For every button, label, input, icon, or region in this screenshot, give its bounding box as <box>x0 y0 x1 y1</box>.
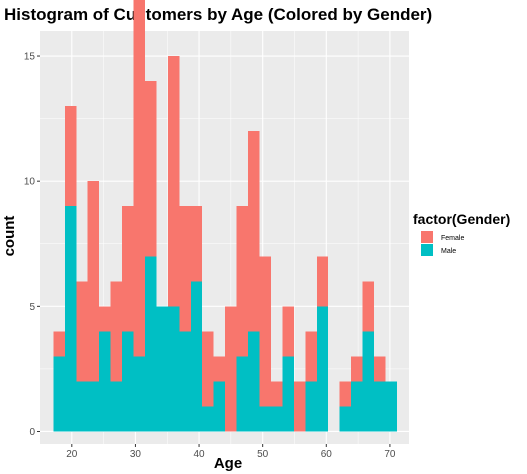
bar-male <box>202 406 214 432</box>
bar-female <box>339 381 352 407</box>
x-axis-ticks: 20 30 40 50 60 70 <box>66 444 396 460</box>
bar-male <box>385 381 397 432</box>
histogram-bars <box>53 0 397 432</box>
y-tick-label: 15 <box>24 52 36 63</box>
y-axis-ticks: 0 5 10 15 <box>24 52 40 438</box>
bar-male <box>339 406 352 432</box>
bar-male <box>76 381 88 432</box>
bar-female <box>190 206 203 282</box>
bar-male <box>64 206 77 432</box>
bar-female <box>351 356 363 382</box>
bar-male <box>87 381 100 432</box>
bar-female <box>76 281 88 382</box>
bar-female <box>179 206 191 332</box>
bar-female <box>282 306 294 357</box>
y-tick-label: 0 <box>29 427 35 438</box>
bar-female <box>316 256 329 307</box>
bar-female <box>202 331 214 407</box>
bar-female <box>248 131 260 332</box>
bar-male <box>248 331 260 432</box>
x-tick-label: 60 <box>321 449 333 460</box>
y-tick-label: 5 <box>29 302 35 313</box>
legend-label-male: Male <box>441 248 456 255</box>
bar-female <box>293 381 306 432</box>
bar-female <box>374 356 386 382</box>
x-tick-label: 20 <box>66 449 78 460</box>
bar-male <box>167 306 180 432</box>
bar-male <box>190 281 203 432</box>
bar-male <box>270 406 283 432</box>
bar-male <box>122 331 134 432</box>
bar-male <box>53 356 65 432</box>
bar-male <box>236 356 249 432</box>
bar-male <box>99 331 111 432</box>
x-axis-title: Age <box>214 455 242 472</box>
bar-male <box>282 356 294 432</box>
bar-male <box>110 381 123 432</box>
bar-female <box>236 206 249 357</box>
bar-male <box>133 356 145 432</box>
bar-male <box>316 306 329 432</box>
bar-male <box>144 256 157 432</box>
bar-female <box>99 306 111 332</box>
bar-female <box>122 206 134 332</box>
bar-male <box>259 406 271 432</box>
bar-female <box>64 106 77 207</box>
bar-female <box>270 381 283 407</box>
bar-female <box>110 281 123 382</box>
chart-title: Histogram of Customers by Age (Colored b… <box>4 5 432 24</box>
y-axis-title: count <box>1 216 18 257</box>
bar-female <box>167 56 180 307</box>
bar-male <box>213 381 226 432</box>
bar-female <box>259 256 271 407</box>
bar-male <box>351 381 363 432</box>
bar-male <box>156 306 168 432</box>
bar-male <box>305 381 317 432</box>
bar-female <box>53 331 65 357</box>
bar-male <box>362 331 375 432</box>
bar-male <box>179 331 191 432</box>
legend-key-female <box>421 231 433 243</box>
bar-female <box>362 281 375 332</box>
x-tick-label: 70 <box>384 449 396 460</box>
bar-female <box>133 0 145 357</box>
x-tick-label: 40 <box>193 449 205 460</box>
x-tick-label: 50 <box>257 449 269 460</box>
legend: factor(Gender) Female Male <box>413 211 510 256</box>
legend-key-male <box>421 244 433 256</box>
bar-female <box>87 181 100 382</box>
legend-label-female: Female <box>441 235 464 242</box>
x-tick-label: 30 <box>130 449 142 460</box>
bar-female <box>213 356 226 382</box>
y-tick-label: 10 <box>24 177 36 188</box>
bar-female <box>144 81 157 257</box>
bar-female <box>305 331 317 382</box>
bar-female <box>225 306 237 432</box>
bar-male <box>374 381 386 432</box>
legend-title: factor(Gender) <box>413 211 510 227</box>
